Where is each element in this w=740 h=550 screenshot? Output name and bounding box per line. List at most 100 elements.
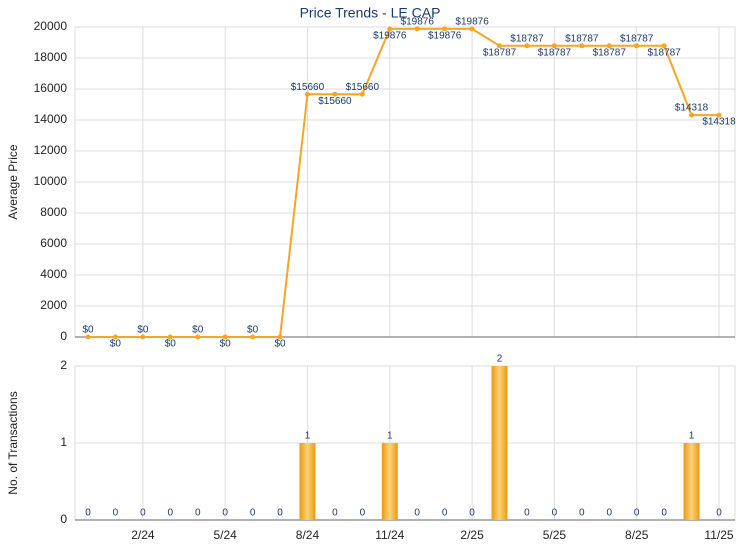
y-tick-label: 12000	[34, 143, 68, 157]
x-tick-label: 8/25	[625, 528, 649, 542]
point	[606, 43, 612, 49]
data-label: 0	[250, 508, 256, 519]
x-tick-label: 2/24	[131, 528, 155, 542]
data-label: 0	[606, 508, 612, 519]
data-label: $0	[82, 325, 94, 336]
bar	[381, 443, 398, 520]
y-tick-label: 1	[60, 435, 67, 449]
point	[387, 26, 393, 32]
y-axis-label: No. of Transactions	[6, 391, 20, 494]
price-line	[88, 27, 719, 338]
point	[167, 334, 173, 340]
data-label: $19876	[373, 31, 407, 42]
x-tick-label: 11/25	[704, 528, 733, 542]
data-label: 1	[689, 431, 695, 442]
point	[716, 112, 722, 118]
point	[85, 334, 91, 340]
y-tick-label: 18000	[34, 50, 68, 64]
data-label: 0	[332, 508, 338, 519]
y-tick-label: 2000	[40, 298, 67, 312]
data-label: 0	[195, 508, 201, 519]
y-tick-label: 2	[60, 358, 67, 372]
data-label: 0	[579, 508, 585, 519]
point	[442, 26, 448, 32]
data-label: $18787	[510, 33, 544, 44]
point	[469, 26, 475, 32]
y-tick-label: 8000	[40, 205, 67, 219]
point	[689, 112, 695, 118]
data-label: $19876	[401, 17, 435, 28]
data-label: $14318	[675, 103, 709, 114]
x-tick-label: 11/24	[375, 528, 404, 542]
point	[222, 334, 228, 340]
data-label: $0	[247, 325, 259, 336]
data-label: $19876	[455, 17, 489, 28]
data-label: 2	[497, 354, 503, 365]
x-tick-label: 8/24	[296, 528, 320, 542]
data-label: $0	[274, 339, 286, 350]
x-tick-label: 5/24	[213, 528, 237, 542]
bar	[491, 366, 508, 520]
point	[332, 91, 338, 97]
y-tick-label: 0	[60, 329, 67, 343]
bar	[299, 443, 316, 520]
data-label: $14318	[702, 117, 736, 128]
data-label: 0	[442, 508, 448, 519]
y-tick-label: 4000	[40, 267, 67, 281]
data-label: $0	[165, 339, 177, 350]
point	[112, 334, 118, 340]
data-label: 0	[140, 508, 146, 519]
point	[551, 43, 557, 49]
data-label: 0	[222, 508, 228, 519]
y-tick-label: 0	[60, 512, 67, 526]
data-label: $15660	[318, 96, 352, 107]
data-label: 0	[634, 508, 640, 519]
data-label: $15660	[291, 82, 325, 93]
point	[497, 43, 503, 49]
data-label: 0	[414, 508, 420, 519]
point	[634, 43, 640, 49]
y-tick-label: 6000	[40, 236, 67, 250]
data-label: $0	[137, 325, 149, 336]
data-label: 0	[469, 508, 475, 519]
data-label: $0	[220, 339, 232, 350]
y-tick-label: 16000	[34, 81, 68, 95]
data-label: 0	[661, 508, 667, 519]
x-tick-label: 5/25	[543, 528, 567, 542]
point	[661, 43, 667, 49]
data-label: 0	[524, 508, 530, 519]
data-label: $18787	[620, 33, 654, 44]
data-label: $15660	[346, 82, 380, 93]
y-tick-label: 20000	[34, 19, 68, 33]
data-label: 0	[85, 508, 91, 519]
point	[277, 334, 283, 340]
data-label: $19876	[428, 31, 462, 42]
data-label: 1	[305, 431, 311, 442]
point	[414, 26, 420, 32]
y-axis-label: Average Price	[6, 144, 20, 219]
chart-title: Price Trends - LE CAP	[300, 5, 441, 21]
point	[140, 334, 146, 340]
y-tick-label: 10000	[34, 174, 68, 188]
data-label: 0	[716, 508, 722, 519]
data-label: 0	[360, 508, 366, 519]
x-tick-label: 2/25	[460, 528, 484, 542]
data-label: $18787	[483, 47, 517, 58]
point	[359, 91, 365, 97]
point	[579, 43, 585, 49]
data-label: $18787	[593, 47, 627, 58]
data-label: $18787	[647, 47, 681, 58]
data-label: 1	[387, 431, 393, 442]
y-tick-label: 14000	[34, 112, 68, 126]
bar	[683, 443, 700, 520]
point	[250, 334, 256, 340]
data-label: 0	[113, 508, 119, 519]
data-label: $18787	[538, 47, 572, 58]
data-label: 0	[277, 508, 283, 519]
data-label: $0	[110, 339, 122, 350]
point	[195, 334, 201, 340]
data-label: 0	[168, 508, 174, 519]
point	[524, 43, 530, 49]
point	[304, 91, 310, 97]
